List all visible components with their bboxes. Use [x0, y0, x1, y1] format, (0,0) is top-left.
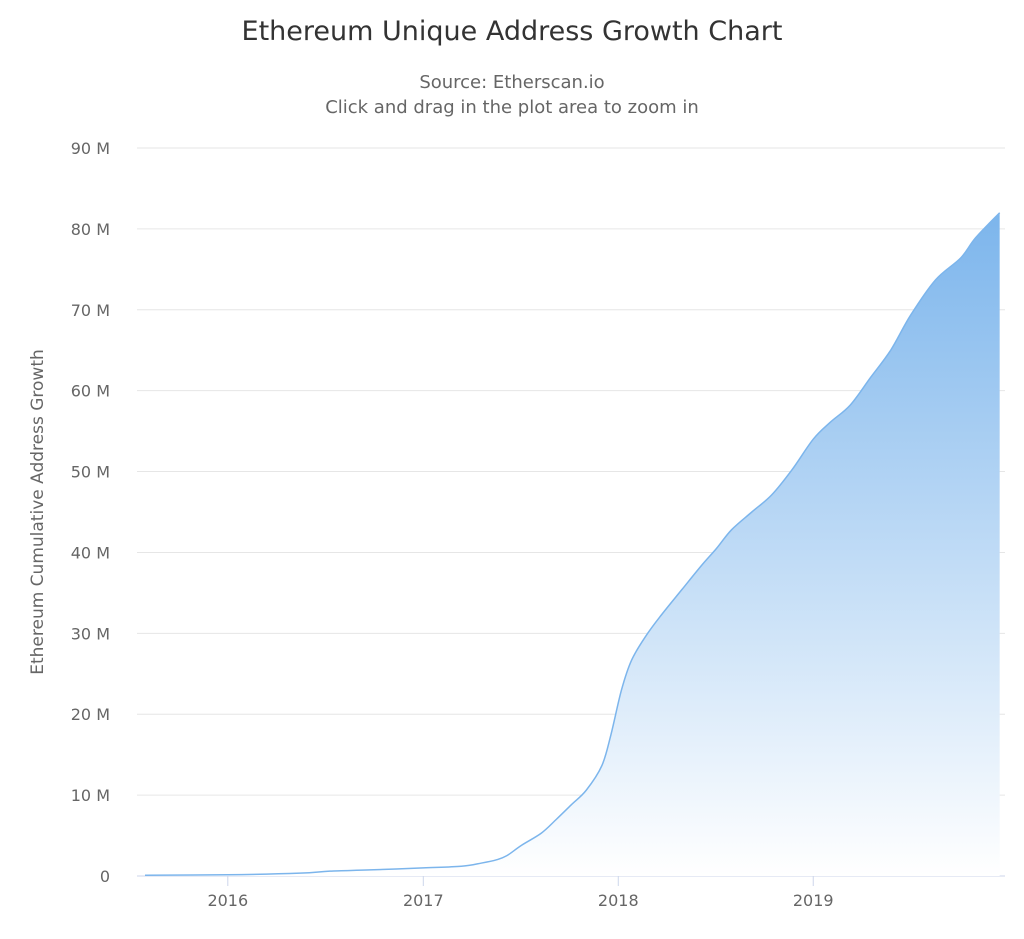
- x-tick-label: 2019: [793, 891, 834, 910]
- x-tick-label: 2018: [598, 891, 639, 910]
- y-axis-title: Ethereum Cumulative Address Growth: [28, 349, 48, 675]
- y-tick-label: 70 M: [71, 301, 110, 320]
- gridlines: [137, 147, 1005, 877]
- y-tick-label: 60 M: [71, 382, 110, 401]
- x-tick-label: 2017: [403, 891, 444, 910]
- y-tick-label: 20 M: [71, 705, 110, 724]
- y-tick-label: 10 M: [71, 786, 110, 805]
- y-tick-label: 80 M: [71, 220, 110, 239]
- y-tick-label: 50 M: [71, 463, 110, 482]
- chart-title: Ethereum Unique Address Growth Chart: [242, 16, 783, 47]
- area-fill: [145, 212, 1000, 876]
- y-axis-labels: 0 10 M 20 M 30 M 40 M 50 M 60 M 70 M 80 M 90 M: [71, 139, 110, 886]
- y-tick-label: 40 M: [71, 543, 110, 562]
- chart-subtitle-hint: Click and drag in the plot area to zoom …: [325, 97, 699, 118]
- x-tick-label: 2016: [207, 891, 248, 910]
- y-tick-label: 90 M: [71, 139, 110, 158]
- x-axis-labels: 2016 2017 2018 2019: [207, 876, 834, 910]
- y-tick-label: 30 M: [71, 624, 110, 643]
- series-line: [145, 212, 1001, 876]
- chart-subtitle-source: Source: Etherscan.io: [419, 72, 604, 93]
- y-tick-label: 0: [100, 867, 110, 886]
